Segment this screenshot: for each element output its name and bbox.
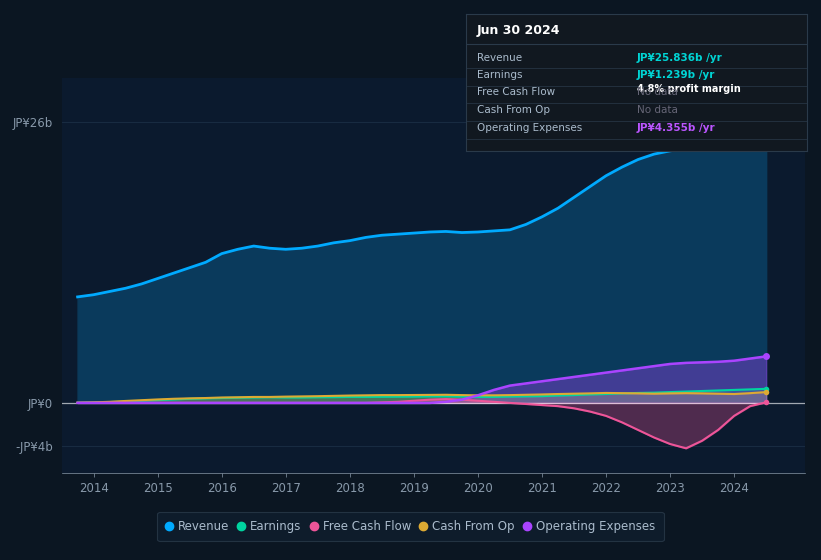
Text: Earnings: Earnings [476,71,522,80]
Text: 4.8% profit margin: 4.8% profit margin [637,84,741,94]
Text: JP¥25.836b /yr: JP¥25.836b /yr [637,53,722,63]
Text: JP¥4.355b /yr: JP¥4.355b /yr [637,123,715,133]
Text: Cash From Op: Cash From Op [476,105,549,115]
Text: Free Cash Flow: Free Cash Flow [476,87,555,97]
Legend: Revenue, Earnings, Free Cash Flow, Cash From Op, Operating Expenses: Revenue, Earnings, Free Cash Flow, Cash … [158,512,663,541]
Text: JP¥1.239b /yr: JP¥1.239b /yr [637,71,715,80]
Text: No data: No data [637,105,677,115]
Text: Revenue: Revenue [476,53,521,63]
Text: No data: No data [637,87,677,97]
Text: Operating Expenses: Operating Expenses [476,123,582,133]
Text: Jun 30 2024: Jun 30 2024 [476,24,560,37]
